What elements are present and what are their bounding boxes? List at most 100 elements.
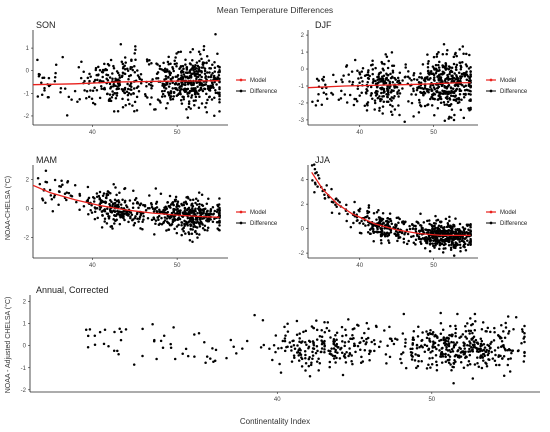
- data-point: [517, 349, 520, 352]
- data-point: [439, 101, 443, 104]
- data-point: [113, 210, 117, 213]
- data-point: [215, 83, 218, 86]
- plot-area: [33, 33, 221, 119]
- data-point: [487, 349, 491, 353]
- data-point: [169, 342, 172, 346]
- data-point: [438, 93, 441, 97]
- data-point: [446, 92, 449, 96]
- data-point: [336, 199, 340, 202]
- data-point: [178, 91, 182, 94]
- data-point: [438, 247, 441, 251]
- data-point: [91, 101, 95, 105]
- data-point: [171, 200, 175, 204]
- data-point: [158, 67, 162, 70]
- data-point: [82, 204, 86, 208]
- data-point: [428, 357, 431, 360]
- data-point: [195, 75, 198, 78]
- data-point: [353, 58, 357, 62]
- data-point: [454, 331, 457, 335]
- data-point: [159, 210, 162, 213]
- y-tick-label: 2: [23, 300, 27, 306]
- data-point: [458, 240, 461, 244]
- legend-label-difference: Difference: [250, 89, 278, 95]
- data-point: [114, 186, 117, 189]
- data-point: [425, 330, 428, 333]
- data-point: [444, 360, 448, 364]
- data-point: [448, 77, 452, 81]
- legend-key-difference-point: [239, 89, 243, 93]
- data-point: [507, 348, 511, 351]
- data-point: [298, 352, 302, 355]
- data-point: [209, 357, 212, 360]
- data-point: [398, 92, 402, 95]
- data-point: [323, 350, 326, 354]
- data-point: [450, 369, 453, 372]
- data-point: [401, 87, 404, 90]
- data-point: [107, 64, 111, 67]
- data-point: [436, 230, 440, 234]
- data-point: [163, 216, 167, 219]
- data-point: [196, 220, 199, 224]
- data-point: [317, 79, 320, 82]
- data-point: [349, 225, 353, 229]
- x-tick-label: 40: [356, 130, 363, 136]
- data-point: [340, 346, 343, 350]
- data-point: [334, 80, 338, 84]
- data-point: [186, 224, 189, 227]
- y-axis-label-top: NOAA-CHELSA (°C): [4, 176, 12, 240]
- data-point: [322, 75, 326, 79]
- data-point: [420, 339, 423, 342]
- data-point: [372, 231, 375, 234]
- data-point: [112, 110, 116, 113]
- data-point: [201, 227, 205, 230]
- data-point: [400, 352, 403, 356]
- data-point: [401, 332, 405, 335]
- data-point: [341, 80, 344, 84]
- data-point: [201, 84, 204, 87]
- data-point: [385, 55, 389, 58]
- data-point: [109, 58, 113, 62]
- data-point: [207, 75, 210, 79]
- data-point: [193, 104, 196, 107]
- data-point: [438, 229, 442, 232]
- data-point: [459, 65, 463, 69]
- data-point: [52, 196, 56, 199]
- data-point: [128, 102, 131, 106]
- data-point: [477, 365, 481, 368]
- data-point: [132, 189, 135, 192]
- data-point: [366, 101, 370, 104]
- data-point: [122, 71, 125, 75]
- data-point: [328, 365, 331, 369]
- data-point: [386, 95, 389, 99]
- data-point: [139, 72, 143, 76]
- data-point: [173, 86, 177, 90]
- data-point: [447, 353, 450, 357]
- data-point: [174, 56, 177, 59]
- data-point: [148, 194, 151, 197]
- data-point: [197, 50, 201, 53]
- data-point: [182, 73, 186, 76]
- data-point: [113, 222, 116, 225]
- data-point: [452, 94, 455, 98]
- data-point: [206, 212, 210, 216]
- data-point: [435, 87, 439, 90]
- data-point: [117, 203, 120, 207]
- data-point: [45, 181, 49, 184]
- data-point: [59, 185, 63, 188]
- data-point: [456, 354, 459, 357]
- data-point: [441, 328, 445, 331]
- data-point: [172, 90, 176, 94]
- data-point: [189, 82, 193, 86]
- data-point: [486, 326, 490, 330]
- data-point: [428, 73, 431, 76]
- data-point: [153, 207, 157, 211]
- data-point: [204, 361, 207, 365]
- data-point: [438, 68, 441, 72]
- data-point: [157, 218, 160, 221]
- x-tick-label: 50: [430, 130, 437, 136]
- data-point: [380, 219, 383, 222]
- data-point: [313, 167, 317, 171]
- legend-key-difference-point: [489, 221, 493, 225]
- data-point: [335, 356, 338, 360]
- data-point: [73, 183, 77, 187]
